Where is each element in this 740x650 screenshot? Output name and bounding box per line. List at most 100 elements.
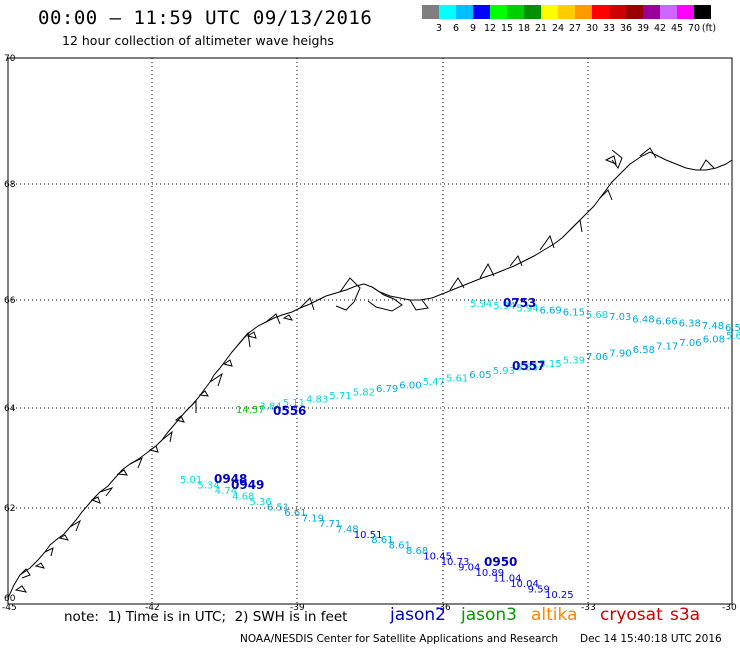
wave-height-colorbar: 3 6 9 12 15 18 21 24 27 30 33 36 39 42 45 70 (ft) xyxy=(422,5,728,34)
lat-label-62: 62 xyxy=(4,504,15,514)
track-south-values: 5.015.344.744.685.366.516.617.197.717.48… xyxy=(180,475,574,601)
swh-value-label: 7.06 xyxy=(679,338,701,349)
swh-value-label: 4.83 xyxy=(306,394,328,405)
swh-value-label: 10.51 xyxy=(354,530,383,541)
swh-value-label: 6.08 xyxy=(703,335,725,346)
swh-value-label: 9.59 xyxy=(528,585,550,596)
footnote: note: 1) Time is in UTC; 2) SWH is in fe… xyxy=(64,609,348,625)
graticule xyxy=(8,58,732,604)
swh-value-label: 5.15 xyxy=(539,359,561,370)
colorbar-swatch xyxy=(677,5,694,19)
swh-value-label: 4.68 xyxy=(232,491,254,502)
swh-value-label: 14.57 xyxy=(236,405,265,416)
legend-altika: altika xyxy=(531,605,578,625)
colorbar-swatch xyxy=(660,5,677,19)
swh-value-label: 7.48 xyxy=(702,321,724,332)
pass-time-0949: 0949 xyxy=(231,478,264,492)
colorbar-label: 15 xyxy=(500,23,514,34)
lat-label-68: 68 xyxy=(4,180,16,190)
lon-label-minus33: -33 xyxy=(581,603,596,613)
pass-time-0753: 0753 xyxy=(503,296,536,310)
coastal-islands xyxy=(14,155,617,593)
swh-value-label: 10.04 xyxy=(510,579,539,590)
colorbar-label: 24 xyxy=(551,23,565,34)
swh-value-label: 7.71 xyxy=(319,519,341,530)
lat-label-60: 60 xyxy=(4,594,16,604)
colorbar-swatch xyxy=(524,5,541,19)
lon-label-minus39: -39 xyxy=(290,603,305,613)
track-middle-values: 14.573.84 5.11 4.83 5.71 5.82 6.79 6.00 5.47 5.6… xyxy=(236,331,740,416)
swh-value-label: 8.61 xyxy=(389,541,411,552)
swh-value-label: 5.34 xyxy=(197,481,219,492)
greenland-coastline xyxy=(7,151,733,599)
colorbar-unit: (ft) xyxy=(701,23,717,34)
colorbar-swatch xyxy=(456,5,473,19)
swh-value-label: 6.38 xyxy=(679,319,701,330)
swh-value-label: 6.79 xyxy=(376,384,398,395)
colorbar-label: 30 xyxy=(585,23,599,34)
swh-value-label: 6.66 xyxy=(656,317,678,328)
swh-value-label: 9.04 xyxy=(458,563,480,574)
legend-jason2: jason2 xyxy=(390,605,446,625)
colorbar-label: 21 xyxy=(534,23,548,34)
colorbar-label: 45 xyxy=(670,23,684,34)
colorbar-swatch xyxy=(422,5,439,19)
colorbar-label: 42 xyxy=(653,23,667,34)
pass-time-0557: 0557 xyxy=(512,359,545,373)
colorbar-swatch xyxy=(592,5,609,19)
swh-value-label: 5.47 xyxy=(423,377,445,388)
swh-value-label: 7.06 xyxy=(586,352,608,363)
swh-value-label: 6.5 xyxy=(725,323,740,334)
colorbar-label: 9 xyxy=(469,23,477,34)
lon-label-minus30: -30 xyxy=(722,603,737,613)
swh-value-label: 5.39 xyxy=(563,356,585,367)
colorbar-swatch xyxy=(575,5,592,19)
lat-label-70: 70 xyxy=(4,54,16,64)
swh-value-label: 4.74 xyxy=(215,486,237,497)
swh-value-label: 5.71 xyxy=(329,391,351,402)
pass-time-0950: 0950 xyxy=(484,555,517,569)
colorbar-swatch xyxy=(694,5,711,19)
swh-value-label: 7.19 xyxy=(302,513,324,524)
colorbar-swatch xyxy=(507,5,524,19)
swh-value-label: 10.89 xyxy=(476,568,505,579)
swh-value-label: 6.61 xyxy=(284,508,306,519)
swh-value-label: 10.45 xyxy=(423,552,452,563)
map-title: 00:00 – 11:59 UTC 09/13/2016 xyxy=(38,7,373,29)
swh-value-label: 5.61 xyxy=(446,373,468,384)
swh-value-label: 6.00 xyxy=(399,380,421,391)
legend-s3a: s3a xyxy=(670,605,701,625)
legend-jason3: jason3 xyxy=(461,605,517,625)
plot-frame xyxy=(7,57,733,605)
greenland-fjords xyxy=(19,147,715,579)
swh-value-label: 5.85 xyxy=(516,363,538,374)
lat-label-64: 64 xyxy=(4,404,16,414)
swh-value-label: 10.25 xyxy=(545,590,574,601)
swh-value-label: 7.48 xyxy=(336,524,358,535)
colorbar-swatch xyxy=(643,5,660,19)
swh-value-label: 6.05 xyxy=(469,370,491,381)
swh-value-label: 5.82 xyxy=(353,387,375,398)
swh-value-label: 5.11 xyxy=(283,398,305,409)
swh-value-label: 7.17 xyxy=(656,342,678,353)
lon-label-minus42: -42 xyxy=(145,603,160,613)
colorbar-swatch xyxy=(541,5,558,19)
swh-value-label: 5.61 xyxy=(726,331,740,342)
swh-value-label: 5.93 xyxy=(493,366,515,377)
generated-timestamp: Dec 14 15:40:18 UTC 2016 xyxy=(580,633,722,645)
colorbar-label: 6 xyxy=(452,23,460,34)
colorbar-label: 39 xyxy=(636,23,650,34)
colorbar-swatch xyxy=(439,5,456,19)
map-subtitle: 12 hour collection of altimeter wave hei… xyxy=(62,33,334,48)
lon-label-minus45: -45 xyxy=(2,603,17,613)
swh-value-label: 10.73 xyxy=(441,557,470,568)
colorbar-swatch xyxy=(558,5,575,19)
swh-value-label: 6.15 xyxy=(563,308,585,319)
colorbar-label: 27 xyxy=(568,23,582,34)
swh-value-label: 5.68 xyxy=(586,310,608,321)
lon-label-minus36: -36 xyxy=(436,603,451,613)
swh-value-label: 6.48 xyxy=(632,314,654,325)
colorbar-label: 33 xyxy=(602,23,616,34)
colorbar-label: 18 xyxy=(517,23,531,34)
